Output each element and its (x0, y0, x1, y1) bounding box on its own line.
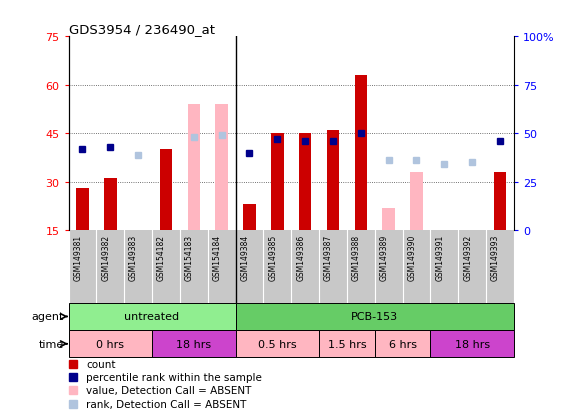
Text: 1.5 hrs: 1.5 hrs (328, 339, 366, 349)
Text: GSM149385: GSM149385 (268, 234, 278, 280)
Text: GSM149387: GSM149387 (324, 234, 333, 280)
Text: GSM149386: GSM149386 (296, 234, 305, 280)
Bar (383, 208, 395, 230)
Bar (160, 150, 172, 230)
Text: GSM149393: GSM149393 (491, 234, 500, 280)
Bar (243, 205, 256, 230)
Text: GSM149391: GSM149391 (435, 234, 444, 280)
Text: GSM154184: GSM154184 (212, 234, 222, 280)
Text: GSM149382: GSM149382 (101, 234, 110, 280)
Bar (375, 330, 431, 358)
Bar (299, 134, 311, 230)
Text: GSM149389: GSM149389 (380, 234, 389, 280)
Text: PCB-153: PCB-153 (351, 312, 399, 322)
Bar (69, 303, 235, 330)
Text: GSM149381: GSM149381 (74, 234, 82, 280)
Text: agent: agent (32, 312, 64, 322)
Bar (76, 189, 89, 230)
Bar (410, 173, 423, 230)
Text: 0 hrs: 0 hrs (96, 339, 124, 349)
Text: 6 hrs: 6 hrs (388, 339, 417, 349)
Bar (327, 131, 339, 230)
Text: rank, Detection Call = ABSENT: rank, Detection Call = ABSENT (86, 399, 247, 409)
Bar (319, 330, 375, 358)
Text: GSM149384: GSM149384 (240, 234, 250, 280)
Text: percentile rank within the sample: percentile rank within the sample (86, 372, 262, 382)
Text: 18 hrs: 18 hrs (176, 339, 211, 349)
Bar (236, 303, 514, 330)
Bar (355, 76, 367, 230)
Text: count: count (86, 358, 116, 369)
Bar (271, 134, 284, 230)
Bar (69, 330, 152, 358)
Text: GSM154182: GSM154182 (157, 234, 166, 280)
Text: 0.5 hrs: 0.5 hrs (258, 339, 296, 349)
Text: value, Detection Call = ABSENT: value, Detection Call = ABSENT (86, 385, 252, 395)
Text: GSM149390: GSM149390 (408, 234, 416, 280)
Bar (215, 105, 228, 230)
Bar (104, 179, 116, 230)
Text: GSM149392: GSM149392 (463, 234, 472, 280)
Text: 18 hrs: 18 hrs (455, 339, 490, 349)
Text: GSM149383: GSM149383 (129, 234, 138, 280)
Text: GSM154183: GSM154183 (185, 234, 194, 280)
Text: GSM149388: GSM149388 (352, 234, 361, 280)
Bar (187, 105, 200, 230)
Bar (431, 330, 514, 358)
Bar (236, 330, 319, 358)
Bar (494, 173, 506, 230)
Text: untreated: untreated (124, 312, 180, 322)
Text: time: time (39, 339, 64, 349)
Text: GDS3954 / 236490_at: GDS3954 / 236490_at (69, 23, 215, 36)
Bar (152, 330, 235, 358)
